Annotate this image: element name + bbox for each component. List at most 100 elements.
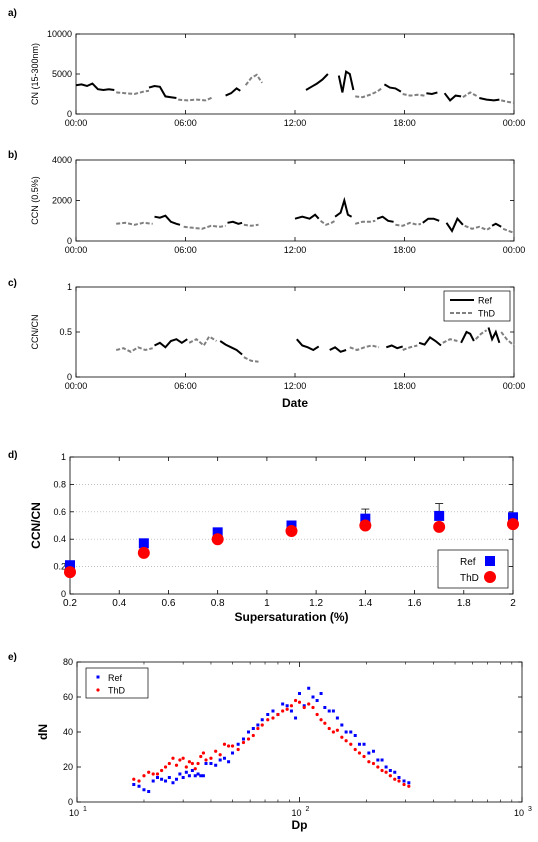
panel-1-series-solid-black-segment [75, 82, 115, 92]
panel-4-legend-box [437, 549, 509, 589]
panel-5-point-thd [362, 754, 366, 759]
panel-5-point-thd [201, 751, 206, 755]
panel-3-y-tick-label: 1 [67, 282, 72, 292]
panel-5-point-ref [285, 704, 289, 708]
panel-2-series-solid-black-segment [227, 220, 243, 225]
panel-5-point-thd [222, 742, 227, 746]
panel-3-series-ThD-segment [402, 344, 418, 351]
panel-5-point-thd [393, 777, 397, 781]
panel-5-point-ref [231, 751, 235, 755]
panel-1-series-solid-black-segment [383, 83, 402, 93]
panel-2-series-dashed-gray-segment [116, 221, 153, 226]
panel-5-point-ref [187, 774, 191, 778]
panel-1-series-dashed-gray-segment [402, 93, 425, 97]
panel-5-point-thd [199, 754, 203, 759]
panel-5-point-thd [331, 730, 335, 734]
panel-1-series-dashed-gray-segment [355, 86, 384, 99]
panel-3-series-Ref-segment [385, 344, 404, 350]
panel-2-series-dashed-gray-segment [183, 224, 226, 230]
panel-2-series-dashed-gray-segment [502, 227, 515, 234]
panel-3-series-Ref-segment [154, 338, 188, 349]
panel-5-point-thd [167, 761, 171, 766]
panel-5-point-thd [293, 698, 298, 703]
panel-4-point-ref [65, 560, 75, 571]
panel-2-series-dashed-gray-segment [320, 219, 336, 226]
panel-5-point-thd [311, 705, 315, 710]
panel-5-legend-label: ThD [108, 686, 126, 696]
panel-2-x-tick-label: 00:00 [503, 245, 526, 255]
panel-5-point-ref [137, 784, 141, 788]
panel-3-series-ThD-segment [115, 346, 153, 353]
panel-5-point-ref [281, 702, 285, 706]
panel-5-point-ref [209, 762, 213, 765]
panel-5-point-thd [402, 782, 406, 787]
panel-5-point-thd [315, 712, 319, 717]
panel-5-point-ref [407, 781, 411, 785]
panel-2-series-dashed-gray-segment [243, 223, 259, 227]
panel-5-legend-label: Ref [108, 673, 123, 683]
panel-5-point-ref [181, 776, 185, 779]
panel-5-point-thd [260, 723, 264, 727]
panel-2-label: b) [8, 150, 17, 161]
panel-3-x-axis-label: Date [282, 396, 308, 410]
panel-1-series-solid-black-segment [225, 87, 241, 97]
panel-5-point-thd [388, 774, 392, 778]
panel-2-series-solid-black-segment [334, 196, 353, 218]
panel-3-legend-box [443, 290, 511, 322]
panel-4-point-ref [138, 538, 149, 549]
panel-5-y-tick-label: 20 [63, 762, 73, 772]
panel-5-point-thd [327, 726, 331, 731]
panel-5-point-ref [362, 742, 366, 746]
panel-5-point-ref [357, 742, 361, 746]
panel-4-x-tick-label: 1.6 [408, 598, 422, 609]
panel-5-point-thd [178, 758, 182, 762]
panel-5-x-axis-label: Dp [292, 818, 308, 832]
panel-1-y-tick-label: 5000 [52, 69, 72, 79]
panel-5-point-ref [402, 779, 406, 783]
panel-3-series-ThD-segment [188, 335, 218, 348]
panel-5-point-ref [227, 760, 231, 764]
panel-5-point-ref [190, 769, 194, 772]
panel-5-point-thd [276, 712, 280, 717]
panel-1-axes-frame [75, 33, 515, 115]
panel-4-point-ref [508, 512, 518, 523]
panel-5-legend-swatch [96, 688, 100, 692]
panel-2-x-tick-label: 00:00 [65, 245, 88, 255]
panel-1-series-solid-black-segment [305, 73, 329, 91]
panel-3-series-ThD-segment [243, 356, 259, 363]
panel-4-point-thd [359, 519, 372, 532]
panel-1-series-solid-black-segment [479, 97, 500, 102]
panel-5-point-thd [246, 737, 251, 741]
panel-5-point-thd [256, 726, 260, 731]
panel-1-y-tick-label: 0 [67, 109, 72, 119]
panel-1-series-solid-black-segment [443, 92, 462, 102]
panel-5-point-thd [367, 760, 371, 764]
panel-4-x-tick-label: 0.2 [63, 598, 77, 609]
panel-5-point-ref [311, 695, 315, 699]
panel-5-point-thd [196, 761, 200, 766]
panel-5-point-thd [218, 753, 222, 757]
panel-5-point-ref [266, 713, 270, 716]
panel-1-x-tick-label: 00:00 [503, 118, 526, 128]
panel-2-axes-frame [75, 159, 515, 242]
panel-5-point-thd [184, 765, 188, 769]
panel-5-point-thd [344, 739, 348, 743]
panel-3-x-tick-label: 00:00 [503, 381, 526, 391]
panel-4-y-tick-label: 0.6 [53, 507, 66, 517]
panel-5-point-ref [222, 756, 226, 760]
panel-4-x-tick-label: 0.4 [112, 598, 126, 609]
panel-5-point-ref [315, 699, 319, 702]
panel-5-point-thd [181, 756, 185, 760]
panel-5-point-ref [302, 704, 306, 708]
panel-5-x-tick-exponent: 3 [528, 806, 532, 813]
panel-4-y-tick-label: 1 [61, 452, 66, 462]
panel-5-point-ref [167, 776, 171, 779]
panel-3-series-Ref-segment [460, 330, 475, 344]
panel-1-series-dashed-gray-segment [462, 91, 478, 99]
panel-4-legend-swatch [484, 571, 496, 583]
panel-4-point-ref [212, 527, 223, 538]
panel-5-point-thd [174, 763, 179, 767]
panel-1-series-solid-black-segment [148, 84, 177, 99]
panel-5-point-ref [132, 783, 136, 786]
panel-4-x-tick-label: 1.2 [309, 598, 323, 609]
